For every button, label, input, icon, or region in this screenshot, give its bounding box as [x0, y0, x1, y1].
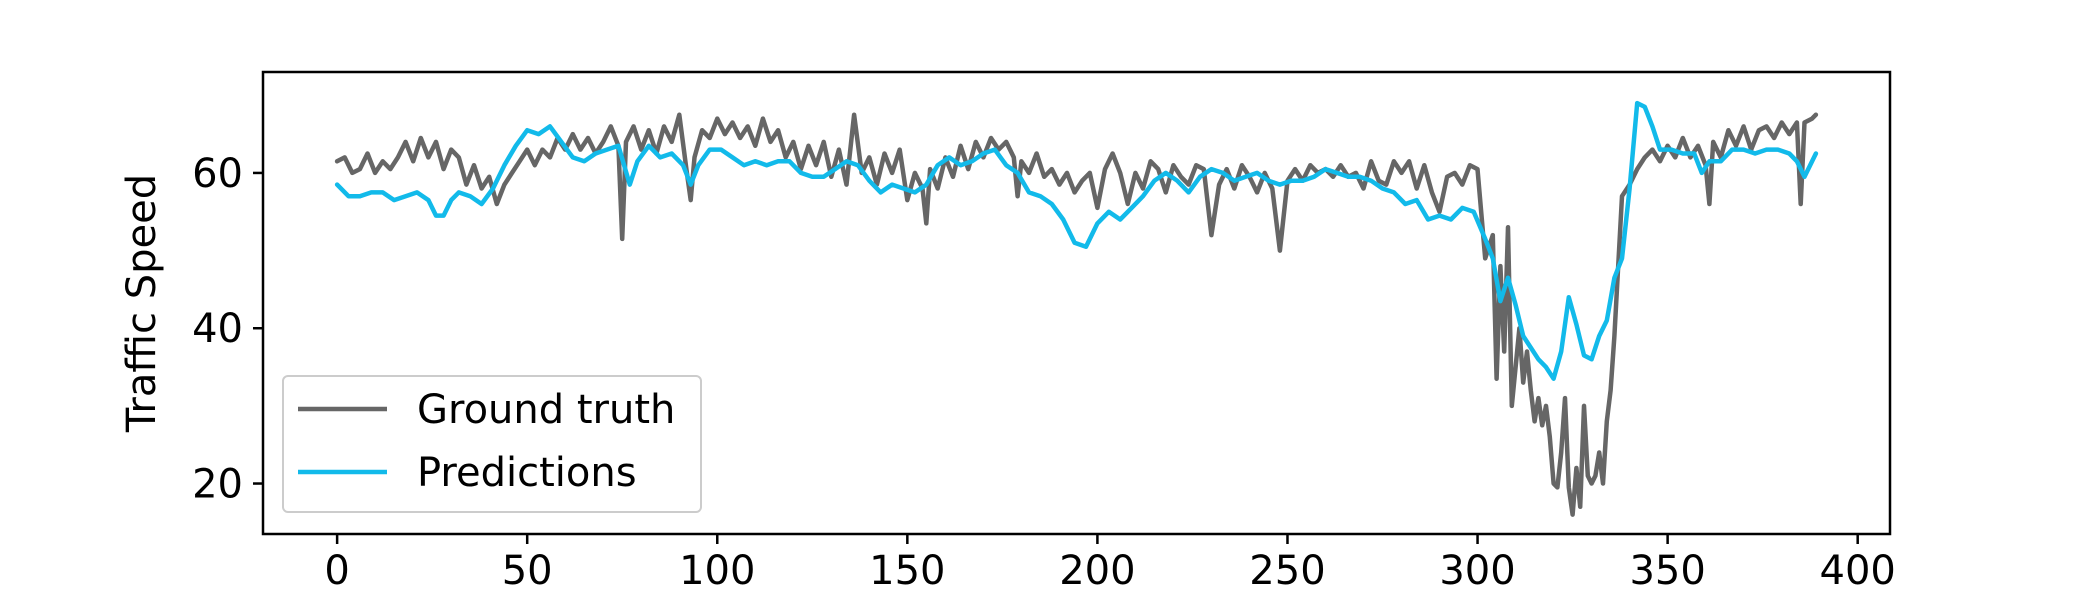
legend-label-predictions: Predictions	[417, 450, 637, 496]
plot-frame	[261, 70, 1892, 536]
series-line-ground-truth	[334, 112, 1819, 517]
series-layer	[334, 100, 1819, 517]
series-line-predictions	[334, 100, 1819, 381]
y-tick-label: 40	[192, 306, 243, 352]
x-tick-label: 200	[1059, 548, 1135, 594]
y-axis-label: Traffic Speed	[119, 174, 165, 433]
x-tick-label: 50	[502, 548, 553, 594]
x-tick-label: 250	[1249, 548, 1325, 594]
x-tick-label: 400	[1820, 548, 1896, 594]
x-tick-label: 100	[679, 548, 755, 594]
legend: Ground truth Predictions	[282, 375, 702, 513]
y-tick-label: 20	[192, 462, 243, 508]
legend-box	[282, 375, 702, 513]
x-tick-label: 300	[1439, 548, 1515, 594]
y-tick-label: 60	[192, 151, 243, 197]
x-axis: 0 50 100 150 200 250 300 350 400	[324, 534, 1896, 594]
legend-label-ground-truth: Ground truth	[417, 387, 675, 433]
x-tick-label: 150	[869, 548, 945, 594]
x-tick-label: 350	[1629, 548, 1705, 594]
x-tick-label: 0	[324, 548, 349, 594]
y-axis: 20 40 60	[192, 151, 263, 508]
